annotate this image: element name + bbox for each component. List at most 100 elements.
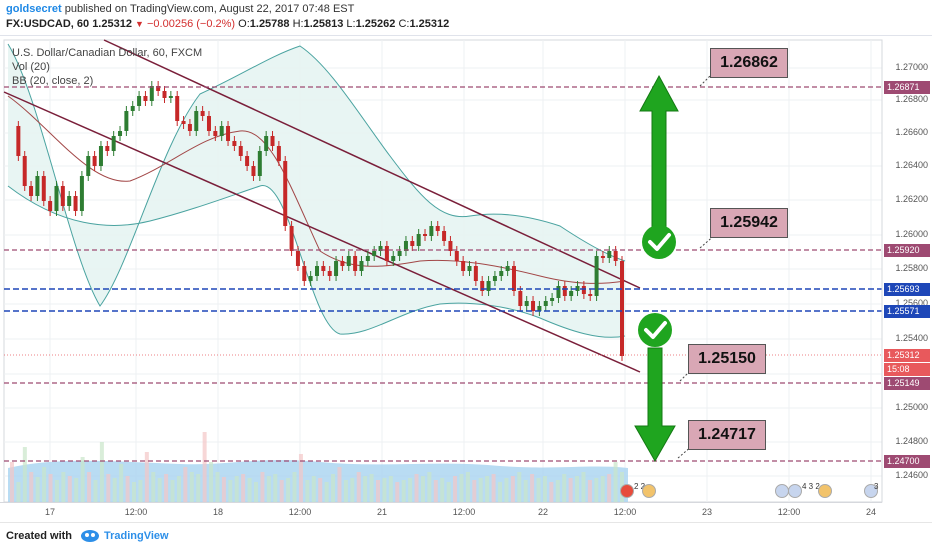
volume-bar bbox=[491, 474, 496, 502]
candle-body bbox=[492, 276, 497, 281]
time-label: 12:00 bbox=[288, 507, 312, 517]
volume-bar bbox=[568, 478, 573, 502]
candle-body bbox=[531, 301, 536, 311]
us-flag-icon[interactable] bbox=[775, 484, 789, 498]
candle-body bbox=[537, 306, 542, 311]
volume-bar bbox=[112, 478, 117, 502]
last-price: 1.25312 bbox=[92, 18, 132, 30]
volume-bar bbox=[376, 480, 380, 502]
callout-bottom[interactable]: 1.24717 bbox=[688, 420, 766, 450]
candle-body bbox=[124, 111, 129, 131]
candle-body bbox=[365, 256, 370, 261]
candle-body bbox=[505, 266, 510, 271]
candle-body bbox=[315, 266, 319, 276]
volume-bar bbox=[542, 476, 547, 502]
legend-volume[interactable]: Vol (20) bbox=[12, 61, 50, 73]
time-axis[interactable]: 17 12:00 18 12:00 21 12:00 22 12:00 23 1… bbox=[0, 502, 882, 522]
candle-body bbox=[461, 261, 466, 271]
volume-bar bbox=[196, 474, 201, 502]
volume-bar bbox=[221, 477, 226, 502]
candle-body bbox=[454, 251, 459, 261]
volume-bar bbox=[414, 474, 419, 502]
volume-bar bbox=[215, 472, 220, 502]
candle-body bbox=[473, 266, 478, 281]
candle-body bbox=[448, 241, 453, 251]
volume-bar bbox=[510, 476, 515, 502]
candle-body bbox=[581, 286, 586, 294]
countdown-tag: 15:08 bbox=[884, 363, 930, 376]
callout-top[interactable]: 1.26862 bbox=[710, 48, 788, 78]
chart-canvas[interactable] bbox=[0, 36, 932, 522]
volume-bar bbox=[440, 478, 445, 502]
volume-bar bbox=[549, 482, 554, 502]
candle-body bbox=[219, 126, 224, 136]
time-label: 17 bbox=[44, 507, 56, 517]
volume-bar bbox=[247, 478, 252, 502]
price-tick-label: 1.24800 bbox=[895, 436, 928, 446]
volume-bar bbox=[183, 467, 188, 502]
volume-bar bbox=[581, 472, 586, 502]
chart-legend: U.S. Dollar/Canadian Dollar, 60, FXCM Vo… bbox=[12, 46, 202, 88]
candlesticks bbox=[16, 81, 624, 361]
chart-header: goldsecret published on TradingView.com,… bbox=[0, 0, 932, 36]
us-flag-icon-2[interactable] bbox=[788, 484, 802, 498]
volume-bar bbox=[600, 476, 605, 502]
candle-body bbox=[16, 126, 21, 156]
price-tick-label: 1.26800 bbox=[895, 94, 928, 104]
volume-bar bbox=[132, 482, 136, 502]
candle-body bbox=[410, 241, 415, 246]
candle-body bbox=[35, 176, 40, 196]
publish-line: goldsecret published on TradingView.com,… bbox=[6, 3, 354, 15]
candle-body bbox=[588, 294, 593, 296]
target-down-arrow-icon bbox=[634, 313, 676, 463]
volume-bar bbox=[106, 474, 111, 502]
candle-body bbox=[575, 286, 580, 291]
author-link[interactable]: goldsecret bbox=[6, 3, 62, 15]
tradingview-logo-icon[interactable] bbox=[80, 529, 100, 543]
low-label: L: bbox=[346, 18, 356, 30]
open-value: 1.25788 bbox=[249, 18, 290, 30]
candle-body bbox=[511, 266, 516, 291]
tradingview-brand-link[interactable]: TradingView bbox=[104, 530, 169, 542]
candle-body bbox=[175, 96, 180, 121]
chart-area[interactable]: U.S. Dollar/Canadian Dollar, 60, FXCM Vo… bbox=[0, 36, 932, 522]
grid-vertical bbox=[49, 40, 872, 502]
volume-bar bbox=[324, 482, 329, 502]
candle-body bbox=[168, 96, 173, 98]
price-tick-label: 1.25600 bbox=[895, 298, 928, 308]
event-flag-icon[interactable] bbox=[642, 484, 656, 498]
price-tick-label: 1.25800 bbox=[895, 263, 928, 273]
price-tick-label: 1.26000 bbox=[895, 229, 928, 239]
legend-bollinger[interactable]: BB (20, close, 2) bbox=[12, 75, 94, 87]
volume-bar bbox=[260, 472, 265, 502]
volume-bar bbox=[575, 476, 580, 502]
us-flag-icon-3[interactable] bbox=[864, 484, 878, 498]
channel-upper-line bbox=[103, 39, 641, 289]
price-tag-blue-2: 1.25571 bbox=[884, 305, 930, 318]
ca-flag-icon[interactable] bbox=[620, 484, 634, 498]
candle-body bbox=[226, 126, 231, 141]
callout-upper[interactable]: 1.25942 bbox=[710, 208, 788, 238]
volume-bar bbox=[504, 478, 509, 502]
volume-bar bbox=[22, 447, 27, 502]
candle-body bbox=[423, 234, 428, 236]
candle-body bbox=[206, 116, 211, 131]
volume-bar bbox=[356, 472, 361, 502]
candle-body bbox=[181, 121, 186, 124]
volume-bar bbox=[530, 474, 535, 502]
candle-body bbox=[251, 166, 256, 176]
volume-bar bbox=[157, 478, 162, 502]
candle-body bbox=[118, 131, 123, 136]
volume-bar bbox=[164, 474, 169, 502]
candle-body bbox=[245, 156, 250, 166]
volume-bar bbox=[292, 472, 297, 502]
volume-bar bbox=[228, 480, 233, 502]
callout-lower[interactable]: 1.25150 bbox=[688, 344, 766, 374]
bollinger-upper bbox=[7, 43, 626, 307]
volume-bar bbox=[74, 478, 79, 502]
event-flag-icon-2[interactable] bbox=[818, 484, 832, 498]
low-value: 1.25262 bbox=[355, 18, 396, 30]
candle-body bbox=[213, 131, 218, 136]
candle-body bbox=[143, 96, 148, 101]
candle-body bbox=[232, 141, 237, 146]
